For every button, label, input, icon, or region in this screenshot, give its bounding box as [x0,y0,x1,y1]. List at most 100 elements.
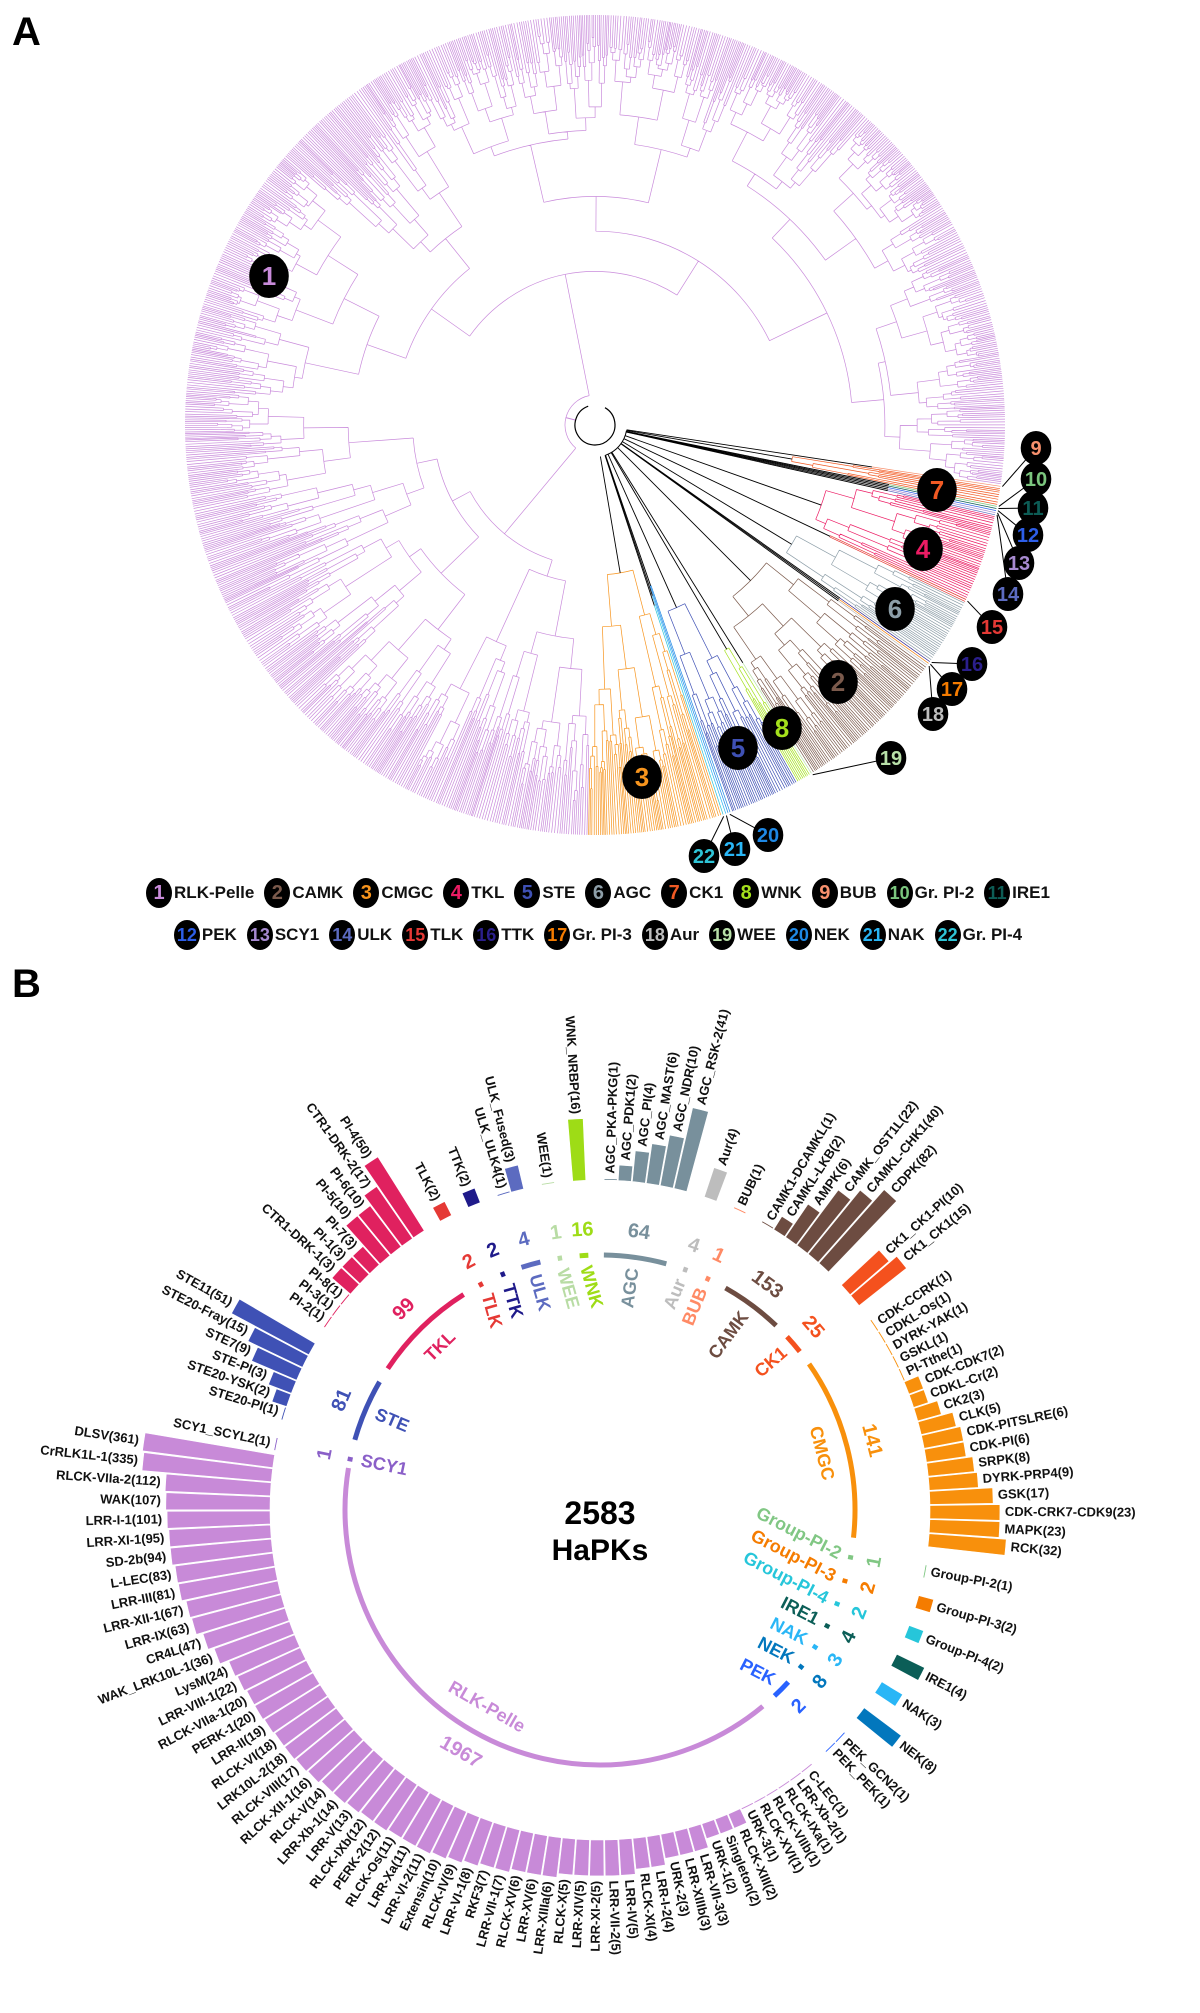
family-arc-scy1 [347,1456,354,1462]
family-total: 2 [787,1694,810,1717]
bar-ste20-fray [247,1327,309,1368]
bar-camkl-lkb [773,1215,794,1237]
badge-circle [718,726,758,770]
bar-rlck-ixb [360,1768,406,1822]
family-name: SCY1 [359,1450,409,1479]
bar-rlck-xi [632,1836,651,1870]
legend-item: 3 CMGC [353,878,433,908]
family-total: 81 [327,1385,356,1414]
legend-label: SCY1 [274,925,320,944]
subfamily-label: RCK(32) [1010,1539,1062,1559]
tree-badge: 22 [688,839,720,873]
bar-rlck-xii-1 [307,1729,364,1783]
badge-number: 6 [888,594,902,624]
family-arc-camk [724,1285,778,1328]
family-arc-rlk-pelle [342,1467,765,1768]
family-arc-ulk [520,1259,541,1270]
legend-item: 17 Gr. PI-3 [544,920,632,950]
badge-number: 13 [1008,553,1030,575]
legend-item: 18 Aur [641,920,699,950]
subfamily-bars [141,1107,1007,1878]
family-arc-ste [352,1380,382,1441]
subfamily-label: Group-PI-3(2) [935,1599,1019,1637]
family-arcs: 1 SCY181STE99TKL2TLK2TTK4ULK1WEE16WNK64AG… [313,1218,887,1773]
tree-badge: 3 [622,755,662,799]
bar-rlck-viib [765,1787,779,1797]
badge-number: 14 [997,584,1020,606]
legend-badge: 10 [886,878,913,908]
bar-cdpk [818,1189,897,1273]
bar-pi-5 [345,1215,391,1265]
badge-number: 11 [1022,498,1043,520]
family-name: CMGC [806,1424,839,1482]
bar-ste20-pi [280,1406,287,1421]
badge-circle [917,697,949,731]
legend-label: AGC [613,883,652,902]
badge-circle [976,610,1008,644]
family-total: 1967 [436,1731,486,1772]
bar-ctr1-drk-1 [331,1267,360,1295]
tree-badge: 1 [249,254,289,298]
tree-badge: 20 [752,818,784,852]
badge-number: 2 [831,667,845,697]
family-total: 99 [388,1294,419,1325]
legend-badge: 14 [329,920,356,950]
family-arc-group-pi-2 [847,1554,854,1561]
tree-backbone-branch [599,456,621,573]
badge-circle [688,839,720,873]
bar-rlck-xvi [753,1795,767,1804]
badge-number: 20 [757,825,779,847]
legend-label: Gr. PI-2 [914,883,975,902]
tree-backbone-branch [605,455,652,586]
tree-clade-rlk-pelle [184,14,1006,835]
bar-agc_pka-pkg [603,1178,618,1181]
badge-number: 19 [880,748,902,770]
legend-item: 9 BUB [811,878,877,908]
bar-lrr-i-2 [646,1834,666,1868]
badge-circle [992,577,1024,611]
bar-lrr-iii [178,1566,278,1601]
family-total: 2 [847,1604,872,1622]
subfamily-label: LRR-XI-1(95) [86,1530,165,1550]
family-total: 3 [823,1649,848,1670]
bar-aur [703,1167,728,1202]
legend-badge: 15 [402,920,429,950]
badge-circle [1012,518,1044,552]
legend-item: 19 WEE [709,920,776,950]
tree-backbone-branch [607,454,677,608]
legend-label: CK1 [689,883,724,902]
total-label: HaPKs [552,1534,649,1567]
subfamily-label: LRR-XIV(5) [569,1880,587,1949]
bar-srpk [926,1456,975,1477]
legend-item: 6 AGC [585,878,651,908]
bar-ire1 [890,1653,926,1681]
badge-number: 9 [1030,438,1041,460]
subfamily-label: RLCK-VIIa-2(112) [56,1467,161,1489]
bar-cdkl-os [877,1330,887,1344]
legend-badge: 18 [641,920,668,950]
badge-number: 8 [775,713,789,743]
legend-item: 16 TTK [473,920,534,950]
subfamily-label: BUB(1) [734,1161,766,1207]
bar-pi-6 [357,1205,402,1256]
legend-label: STE [542,883,576,902]
bar-group-pi-3 [914,1595,935,1613]
legend-label: CMGC [381,883,434,902]
bar-lrr-xiiia [541,1835,562,1878]
family-arc-tkl [385,1292,466,1371]
bar-cdk-ccrk [869,1319,879,1332]
family-total: 16 [571,1218,595,1241]
bar-lrr-xv [526,1833,548,1876]
bar-lrr-xb-1 [333,1749,384,1804]
family-name: CK1 [751,1343,791,1382]
bar-tlk [432,1201,453,1222]
bar-ste-pi [268,1371,297,1394]
subfamily-label: Aur(4) [714,1126,741,1167]
bar-group-pi-4 [903,1625,925,1644]
legend-badge: 2 [264,878,291,908]
subfamily-label: WEE(1) [534,1131,556,1178]
badge-circle [936,672,968,706]
legend-row: 12 PEK 13 SCY1 14 ULK 15 TLK 16 TTK 17 Gr. PI-3 18 Au… [0,920,1200,950]
bar-lrr-vii-2 [604,1839,620,1877]
bar-urk-2 [660,1831,680,1859]
